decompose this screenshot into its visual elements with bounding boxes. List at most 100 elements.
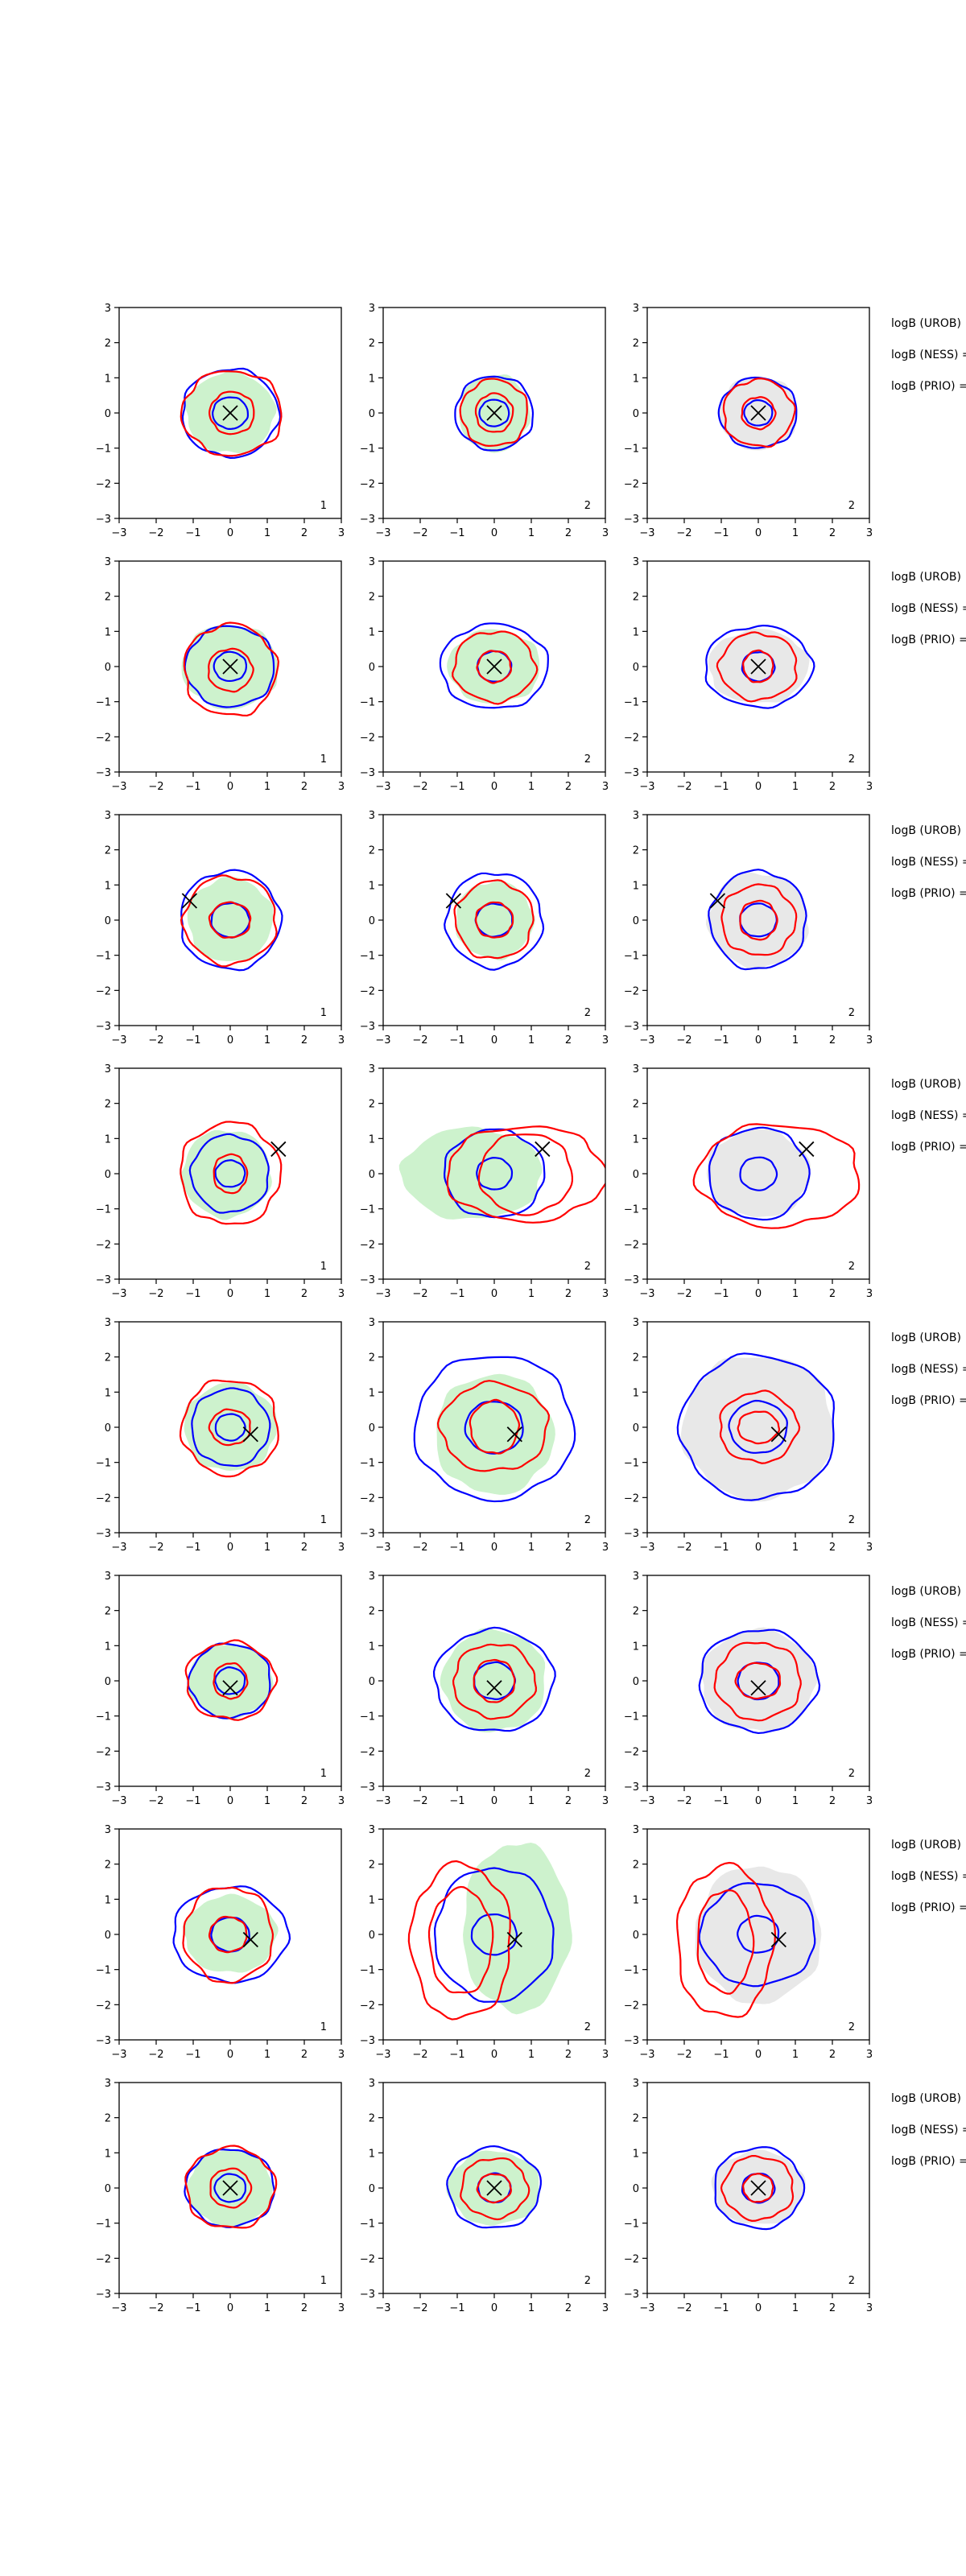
x-tick-label: −3: [639, 781, 654, 793]
y-tick-label: 0: [105, 408, 111, 420]
x-tick-label: 0: [755, 1034, 762, 1046]
y-tick-label: 3: [369, 1824, 375, 1836]
x-tick-label: −2: [148, 527, 163, 539]
true-value-marker: [222, 2180, 238, 2196]
y-tick-label: −2: [96, 2253, 111, 2265]
y-tick-label: 0: [633, 1676, 639, 1688]
blue-contour-outer: [191, 1387, 271, 1468]
plot-area: [180, 367, 283, 459]
y-tick-label: 1: [105, 1641, 111, 1653]
y-tick-label: 1: [105, 1894, 111, 1906]
x-tick-label: −2: [148, 2049, 163, 2061]
y-tick-label: 1: [369, 1133, 375, 1146]
blue-contour-outer: [439, 622, 549, 709]
side-label-3: logB (PRIO) =: [891, 634, 966, 646]
panel-corner-label: 1: [320, 500, 327, 512]
density-fill: [695, 1866, 822, 2004]
plot-area: [184, 1639, 279, 1721]
x-tick-label: −2: [676, 1542, 691, 1554]
x-tick-label: 2: [301, 2302, 308, 2314]
y-tick-label: −3: [360, 1021, 375, 1033]
red-contour-inner: [473, 1658, 516, 1703]
y-tick-label: 3: [369, 1317, 375, 1329]
y-tick-label: 3: [633, 2078, 639, 2090]
blue-contour-inner: [737, 1914, 780, 1954]
y-tick-label: −1: [360, 2219, 375, 2231]
y-tick-label: 0: [105, 662, 111, 674]
panel-corner-label: 1: [320, 1261, 327, 1273]
density-fill: [436, 1373, 555, 1495]
y-tick-label: −2: [624, 1492, 639, 1505]
x-tick-label: 3: [866, 527, 873, 539]
x-tick-label: 1: [528, 1542, 535, 1554]
panel-corner-label: 1: [320, 2021, 327, 2033]
blue-contour-outer: [172, 1885, 291, 1984]
x-tick-label: 1: [528, 1034, 535, 1046]
y-tick-label: 2: [633, 1860, 639, 1872]
density-fill: [680, 1357, 835, 1502]
y-tick-label: −3: [624, 1274, 639, 1286]
x-tick-label: 0: [227, 1542, 233, 1554]
x-tick-label: −2: [412, 527, 427, 539]
panel-r7-c1: −3 −2 −1 0 1 2 3 −3 −2 −1 0 1 2 3 1: [96, 1824, 345, 2061]
x-tick-label: 3: [338, 2049, 345, 2061]
x-tick-label: 1: [792, 1288, 799, 1300]
y-tick-label: 2: [105, 2113, 111, 2125]
y-tick-label: −2: [624, 2253, 639, 2265]
x-tick-label: 3: [602, 1542, 609, 1554]
x-tick-label: 2: [829, 2302, 836, 2314]
x-tick-label: 3: [338, 781, 345, 793]
x-tick-label: 1: [792, 1034, 799, 1046]
y-tick-label: −3: [96, 767, 111, 779]
y-tick-label: 1: [633, 880, 639, 892]
panel-corner-label: 2: [848, 500, 855, 512]
panel-r7-c2: −3 −2 −1 0 1 2 3 −3 −2 −1 0 1 2 3 2: [360, 1824, 609, 2061]
y-tick-label: 2: [369, 845, 375, 857]
y-tick-label: −2: [96, 2000, 111, 2012]
y-tick-label: 1: [369, 1894, 375, 1906]
x-tick-label: −1: [449, 1034, 464, 1046]
side-label-column: logB (UROB) logB (NESS) = logB (PRIO) = log…: [891, 317, 966, 2168]
panel-corner-label: 2: [848, 2021, 855, 2033]
y-tick-label: 0: [633, 2183, 639, 2195]
side-label-3: logB (PRIO) =: [891, 2155, 966, 2168]
blue-contour-outer: [676, 1352, 835, 1501]
x-tick-label: 2: [829, 1542, 836, 1554]
true-value-marker: [506, 1426, 522, 1443]
x-tick-label: 2: [301, 1542, 308, 1554]
y-tick-label: 0: [105, 1930, 111, 1942]
x-tick-label: 2: [301, 781, 308, 793]
side-label-2: logB (NESS) =: [891, 1363, 966, 1376]
panel-r6-c2: −3 −2 −1 0 1 2 3 −3 −2 −1 0 1 2 3 2: [360, 1571, 609, 1807]
density-fill: [184, 1382, 277, 1471]
plot-area: [711, 2146, 806, 2231]
y-tick-label: −3: [624, 1781, 639, 1794]
panel-corner-label: 1: [320, 1007, 327, 1019]
y-tick-label: 3: [105, 1063, 111, 1075]
y-tick-label: 2: [369, 1606, 375, 1618]
x-tick-label: −1: [713, 781, 729, 793]
y-tick-label: −1: [96, 1711, 111, 1724]
true-value-marker: [242, 1426, 258, 1443]
x-tick-label: 3: [602, 781, 609, 793]
x-tick-label: −2: [676, 1034, 691, 1046]
y-tick-label: −2: [624, 985, 639, 997]
side-label-1: logB (UROB): [891, 1585, 961, 1598]
x-tick-label: 2: [829, 1795, 836, 1807]
plot-area: [184, 2145, 278, 2229]
y-tick-label: −1: [360, 1458, 375, 1470]
y-tick-label: 1: [633, 1133, 639, 1146]
y-tick-label: 2: [633, 592, 639, 604]
x-tick-label: 1: [792, 527, 799, 539]
panel-r4-c1: −3 −2 −1 0 1 2 3 −3 −2 −1 0 1 2 3 1: [96, 1063, 345, 1300]
x-tick-label: −1: [185, 781, 200, 793]
red-contour-inner: [696, 1889, 755, 1995]
plot-area: [439, 622, 549, 709]
red-contour-inner: [734, 1662, 782, 1700]
x-tick-label: 3: [866, 781, 873, 793]
y-tick-label: −1: [96, 697, 111, 709]
x-tick-label: −1: [449, 1795, 464, 1807]
y-tick-label: −1: [360, 444, 375, 456]
true-value-marker: [486, 1680, 502, 1696]
true-value-marker: [222, 405, 238, 421]
